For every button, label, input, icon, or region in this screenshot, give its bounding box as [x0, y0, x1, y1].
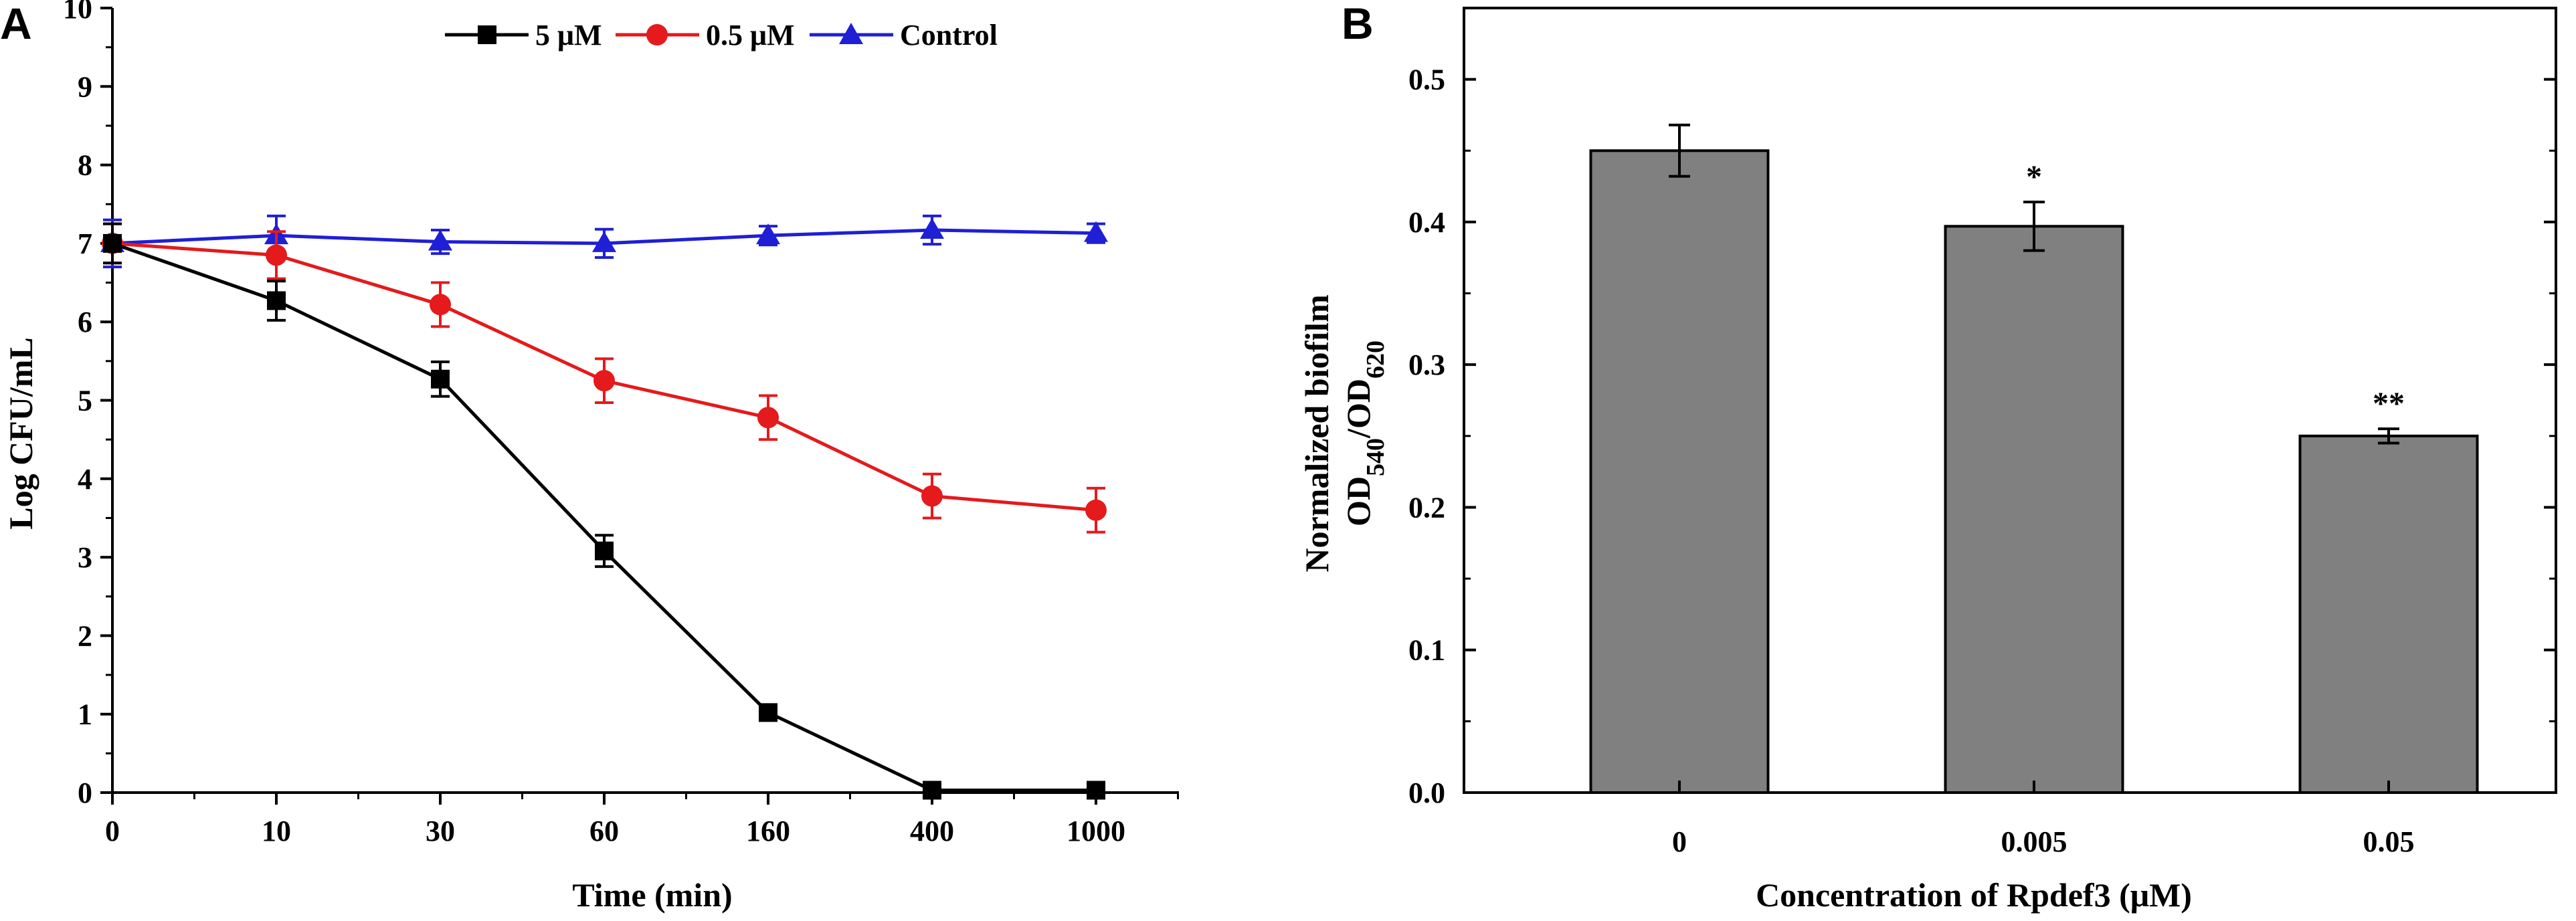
panel-a-x-tick-label: 10 — [262, 815, 291, 847]
panel-b-y-axis-title: Normalized biofilm OD540/OD620 — [1298, 294, 1390, 572]
panel-a-y-tick-label: 5 — [78, 385, 92, 417]
panel-a-y-tick-label: 9 — [78, 70, 92, 103]
data-point — [759, 703, 777, 722]
panel-b-x-tick-label: 0.05 — [2363, 825, 2415, 858]
panel-a-y-tick-label: 3 — [78, 541, 92, 574]
data-point — [756, 223, 780, 245]
panel-b-x-tick-label: 0 — [1672, 825, 1687, 858]
error-bar — [2023, 201, 2045, 252]
panel-b-y-tick-label: 0.4 — [1408, 206, 1445, 239]
data-point — [923, 781, 941, 800]
panel-b-bar-chart: B 0.00.10.20.30.40.5 *** 0 0.005 0.05 Conc… — [1298, 0, 2557, 914]
panel-a-x-tick-label: 1000 — [1067, 815, 1125, 847]
series-Control — [100, 214, 1108, 269]
panel-a-letter: A — [0, 0, 32, 48]
data-point — [1087, 781, 1105, 800]
panel-b-y-tick-label: 0.1 — [1408, 634, 1445, 667]
data-point — [430, 294, 451, 316]
legend-marker-control — [839, 23, 863, 44]
panel-b-y-tick-label: 0.3 — [1408, 348, 1445, 381]
data-point — [920, 217, 944, 239]
panel-a-y-tick-label: 2 — [78, 619, 92, 652]
series-0.5uM — [102, 222, 1107, 534]
data-point — [595, 541, 614, 560]
panel-a-x-tick-label: 0 — [105, 815, 120, 847]
panel-a-legend: 5 μM 0.5 μM Control — [445, 19, 998, 52]
panel-b-y-tick-label: 0.5 — [1408, 64, 1445, 96]
data-point — [103, 233, 122, 253]
panel-a-y-tick-label: 4 — [78, 463, 92, 496]
panel-a-y-axis-title: Log CFU/mL — [2, 337, 39, 530]
significance-marker: * — [2026, 159, 2042, 195]
panel-a-x-tick-label: 30 — [426, 815, 455, 847]
legend-marker-0.5uM — [646, 24, 668, 45]
significance-marker: ** — [2373, 386, 2405, 421]
panel-a-axes — [111, 8, 1179, 794]
bar-0.005 — [1944, 225, 2124, 795]
panel-a-y-tick-label: 10 — [63, 0, 92, 25]
panel-a-x-tick-label: 60 — [589, 815, 619, 847]
panel-a-y-tick-label: 8 — [78, 149, 92, 182]
series-5uM — [103, 222, 1105, 800]
data-point — [757, 407, 779, 429]
panel-a-y-tick-label: 1 — [78, 698, 92, 731]
legend-label-0.5uM: 0.5 μM — [706, 19, 794, 52]
data-point — [428, 229, 452, 251]
panel-a-x-tick-label: 160 — [746, 815, 790, 847]
data-point — [921, 485, 943, 507]
panel-a-y-tick-label: 0 — [78, 777, 92, 809]
data-point — [267, 291, 286, 310]
panel-b-x-axis-title: Concentration of Rpdef3 (μM) — [1756, 876, 2192, 914]
panel-a-x-tick-label: 400 — [910, 815, 954, 847]
data-point — [593, 370, 615, 392]
panel-b-y-axis-title-line1: Normalized biofilm — [1298, 294, 1336, 572]
data-point — [266, 244, 287, 266]
legend-marker-5uM — [478, 25, 496, 44]
panel-b-y-tick-label: 0.0 — [1408, 777, 1445, 809]
panel-a-y-tick-label: 6 — [78, 306, 92, 338]
data-point — [592, 231, 616, 252]
panel-b-letter: B — [1342, 0, 1374, 48]
error-bar — [2378, 427, 2399, 445]
panel-a-y-tick-label: 7 — [78, 227, 92, 260]
bar-0.05 — [2298, 434, 2479, 794]
panel-a-x-axis-title: Time (min) — [572, 876, 732, 914]
legend-label-control: Control — [900, 19, 998, 52]
error-bar — [1669, 123, 1690, 178]
panel-a-line-chart: A 0 1 2 3 4 5 6 7 8 9 10 0 10 30 60 160 400 1000 5 μM 0.… — [0, 0, 1179, 914]
panel-b-y-axis-title-line2: OD540/OD620 — [1340, 340, 1390, 526]
data-point — [431, 369, 450, 389]
panel-b-x-tick-label: 0.005 — [2001, 825, 2067, 858]
data-point — [1085, 499, 1107, 521]
series-line-5uM — [112, 241, 1096, 792]
bar-0 — [1589, 149, 1770, 795]
panel-b-y-tick-label: 0.2 — [1408, 491, 1445, 524]
legend-label-5uM: 5 μM — [535, 19, 602, 52]
data-point — [1084, 221, 1108, 242]
